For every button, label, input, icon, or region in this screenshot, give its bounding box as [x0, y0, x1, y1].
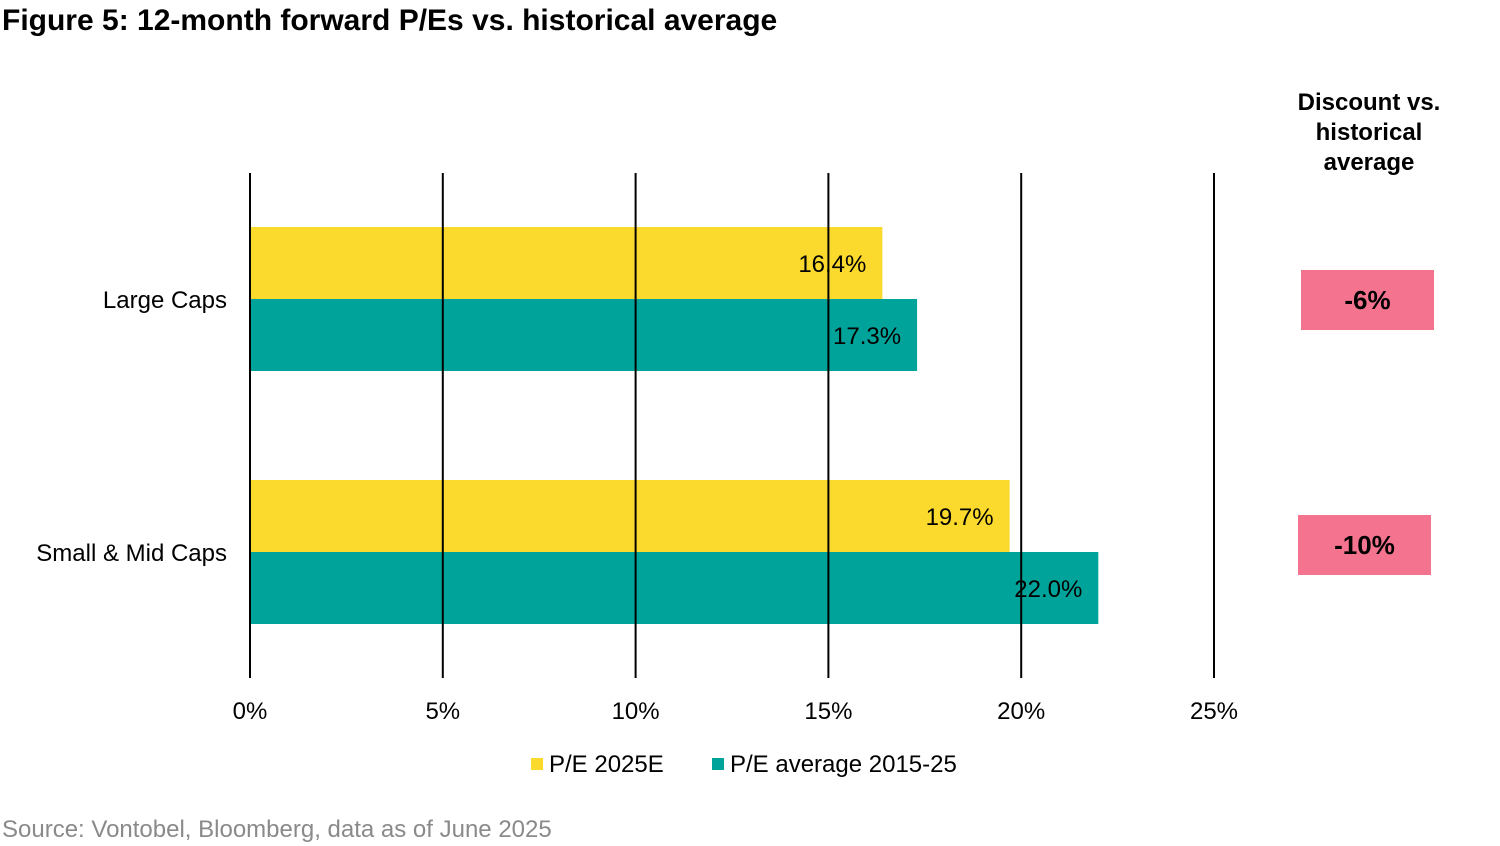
category-label: Small & Mid Caps — [36, 540, 227, 567]
bar-pe-average-0 — [250, 299, 918, 371]
discount-header-line: Discount vs. — [1297, 89, 1441, 116]
x-tick-label: 0% — [233, 698, 268, 725]
x-tick-label: 10% — [612, 698, 660, 725]
source-note: Source: Vontobel, Bloomberg, data as of … — [2, 816, 552, 843]
x-tick-label: 20% — [997, 698, 1045, 725]
discount-badge-small-mid-caps: -10% — [1298, 515, 1431, 575]
legend-label: P/E 2025E — [549, 751, 664, 778]
data-label: 16.4% — [798, 251, 866, 278]
legend-label: P/E average 2015-25 — [730, 751, 957, 778]
legend-swatch-1 — [712, 758, 724, 770]
data-label: 19.7% — [926, 504, 994, 531]
discount-header: Discount vs. historical average — [1269, 88, 1469, 178]
discount-badge-large-caps: -6% — [1301, 270, 1434, 330]
data-label: 22.0% — [1014, 576, 1082, 603]
legend-swatch-0 — [531, 758, 543, 770]
bar-pe-2025e-0 — [250, 227, 883, 299]
x-tick-label: 5% — [425, 698, 460, 725]
x-tick-label: 15% — [804, 698, 852, 725]
discount-header-line: historical — [1315, 119, 1423, 146]
bar-pe-2025e-1 — [250, 480, 1010, 552]
x-tick-label: 25% — [1190, 698, 1238, 725]
data-label: 17.3% — [833, 323, 901, 350]
category-label: Large Caps — [103, 287, 227, 314]
bar-pe-average-1 — [250, 552, 1099, 624]
discount-header-line: average — [1323, 149, 1415, 176]
chart-title: Figure 5: 12-month forward P/Es vs. hist… — [2, 4, 778, 37]
